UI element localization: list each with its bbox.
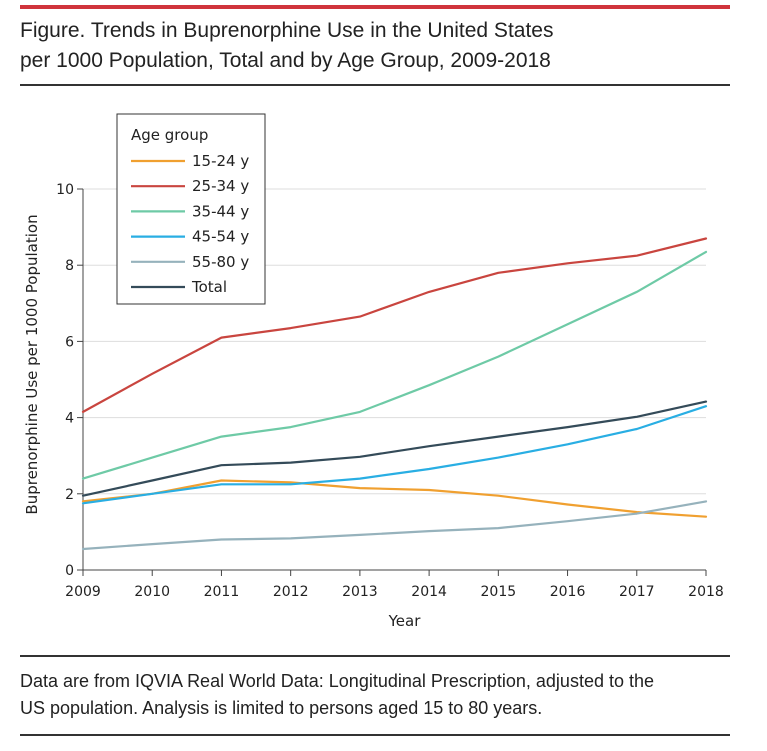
y-tick-label: 6: [65, 334, 74, 350]
legend-item-label: 45-54 y: [192, 228, 249, 246]
y-tick-label: 4: [65, 411, 74, 427]
y-tick-label: 8: [65, 258, 74, 274]
legend-item-label: 55-80 y: [192, 253, 249, 271]
legend-item-label: 35-44 y: [192, 202, 249, 220]
figure-title-line-2: per 1000 Population, Total and by Age Gr…: [20, 49, 551, 72]
legend-title: Age group: [131, 126, 208, 144]
y-tick-label: 10: [56, 182, 74, 198]
x-tick-label: 2012: [273, 584, 309, 600]
legend-item-label: Total: [191, 278, 227, 296]
footnote-divider-bottom: [20, 734, 730, 736]
x-tick-label: 2016: [550, 584, 586, 600]
x-tick-label: 2018: [688, 584, 724, 600]
accent-bar: [20, 5, 730, 9]
line-chart: 0 2 4 6 8 10 2009 2010 2011 2012 2013 2014 2015 2016 2…: [23, 113, 724, 630]
x-tick-label: 2017: [619, 584, 655, 600]
footnote-line-1: Data are from IQVIA Real World Data: Lon…: [20, 671, 654, 691]
x-axis-label: Year: [388, 612, 422, 630]
series-line-15-24-y: [81, 479, 708, 518]
y-tick-label: 0: [65, 563, 74, 579]
legend-item-label: 25-34 y: [192, 177, 249, 195]
legend-box: [116, 113, 266, 305]
series-line-25-34-y: [81, 237, 708, 413]
footnote-line-2: US population. Analysis is limited to pe…: [20, 698, 543, 718]
y-axis-label: Buprenorphine Use per 1000 Population: [23, 214, 41, 514]
x-tick-label: 2011: [204, 584, 240, 600]
figure-title-line-1: Figure. Trends in Buprenorphine Use in t…: [20, 19, 554, 42]
figure-title: Figure. Trends in Buprenorphine Use in t…: [20, 16, 740, 76]
legend-item-label: 15-24 y: [192, 152, 249, 170]
footnote: Data are from IQVIA Real World Data: Lon…: [20, 668, 735, 722]
series-line-55-80-y: [81, 500, 708, 551]
x-tick-label: 2015: [481, 584, 517, 600]
x-tick-label: 2010: [134, 584, 170, 600]
series-line-45-54-y: [81, 405, 708, 505]
x-tick-label: 2013: [342, 584, 378, 600]
x-tick-label: 2014: [411, 584, 447, 600]
title-divider: [20, 84, 730, 86]
y-tick-label: 2: [65, 487, 74, 503]
series-line-total: [81, 400, 708, 497]
footnote-divider-top: [20, 655, 730, 657]
series-line-35-44-y: [81, 250, 708, 480]
x-tick-label: 2009: [65, 584, 101, 600]
